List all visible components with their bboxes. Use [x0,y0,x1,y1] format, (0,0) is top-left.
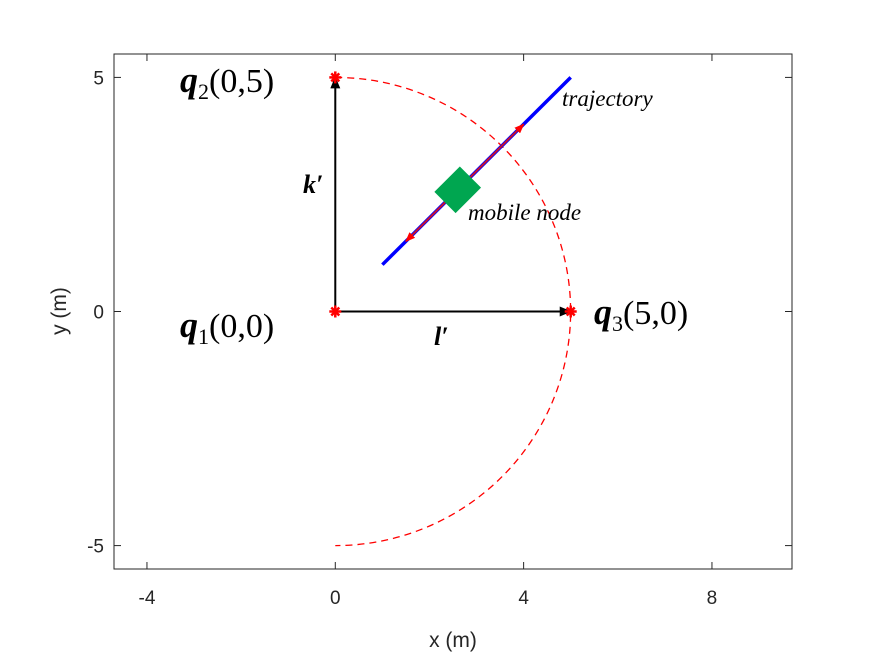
node-symbol: q [180,60,198,100]
node-coords: (5,0) [623,295,688,332]
x-tick-label: 0 [330,588,341,609]
node-symbol: q [180,305,198,345]
tick-marks [114,54,792,569]
node-subscript: 3 [612,311,623,336]
node-symbol: q [594,292,612,332]
vector-k-label: k′ [303,170,323,199]
mobile-node-marker [434,166,482,214]
range-circle-arc [335,76,572,547]
node-coords: (0,5) [209,63,274,100]
axis-vectors [330,76,572,317]
y-tick-label: -5 [87,537,104,558]
node-marker [330,306,341,317]
x-tick-label: 8 [707,588,718,609]
x-axis-label: x (m) [429,629,477,652]
mobile-node-label: mobile node [468,200,581,225]
x-tick-labels: -4 0 4 8 [139,588,718,609]
anchor-nodes [329,71,577,318]
node-label-q2: q2(0,5) [180,60,274,104]
x-tick-label: -4 [139,588,156,609]
node-coords: (0,0) [209,308,274,345]
y-tick-label: 5 [93,68,104,89]
node-labels: q1(0,0)q2(0,5)q3(5,0) [180,60,688,349]
vector-l-label: l′ [434,322,449,351]
trajectory-label: trajectory [562,86,653,111]
node-subscript: 1 [198,324,209,349]
node-marker [330,72,341,83]
y-axis-label: y (m) [48,287,71,335]
node-marker [565,306,576,317]
node-label-q3: q3(5,0) [594,292,688,336]
y-tick-labels: -5 0 5 [87,68,104,557]
y-tick-label: 0 [93,303,104,324]
node-label-q1: q1(0,0) [180,305,274,349]
node-subscript: 2 [198,79,209,104]
x-tick-label: 4 [518,588,529,609]
